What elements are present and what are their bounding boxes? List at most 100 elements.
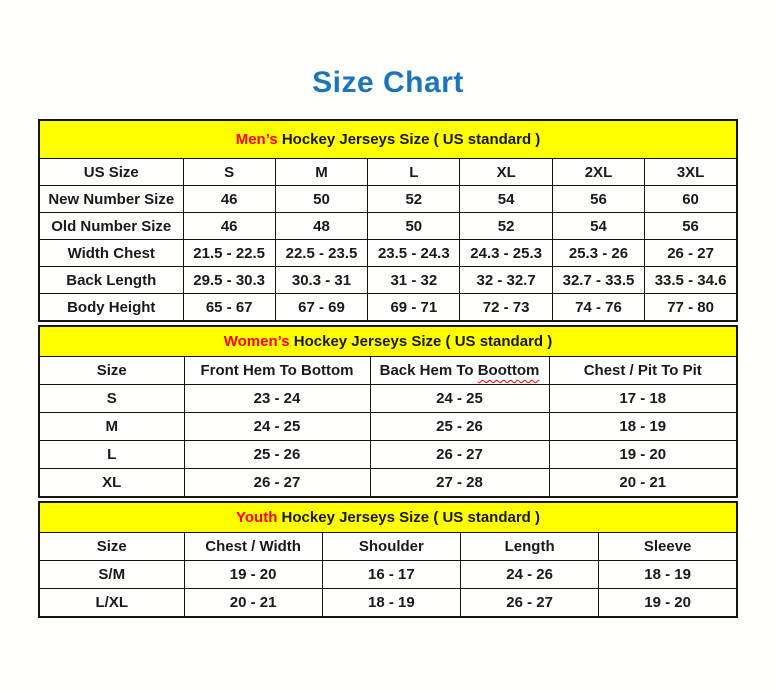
row-label: Width Chest [38, 239, 184, 267]
mens-table-banner: Men’s Hockey Jerseys Size ( US standard … [38, 119, 738, 159]
table-cell: 17 - 18 [548, 384, 738, 413]
table-cell: 60 [644, 185, 738, 213]
table-cell: 26 - 27 [459, 588, 600, 618]
row-label: Body Height [38, 293, 184, 322]
column-header: Sleeve [598, 532, 738, 561]
row-label: L [38, 440, 185, 469]
table-cell: 46 [182, 185, 276, 213]
table-cell: 24.3 - 25.3 [459, 239, 553, 267]
table-cell: 20 - 21 [183, 588, 323, 618]
row-label: Old Number Size [38, 212, 184, 240]
table-cell: 56 [644, 212, 738, 240]
table-row: S 23 - 24 24 - 25 17 - 18 [38, 384, 738, 413]
womens-banner-highlight: Women’s [223, 333, 290, 350]
table-cell: 16 - 17 [321, 560, 462, 589]
table-cell: 25 - 26 [183, 440, 371, 469]
spellcheck-squiggle-word: Boottom [477, 362, 540, 379]
column-header: Chest / Pit To Pit [548, 356, 738, 385]
table-row: Width Chest 21.5 - 22.5 22.5 - 23.5 23.5… [38, 239, 738, 267]
column-header: Size [38, 356, 185, 385]
youth-size-table: Youth Hockey Jerseys Size ( US standard … [38, 501, 738, 618]
table-cell: 19 - 20 [548, 440, 738, 469]
table-cell: 30.3 - 31 [274, 266, 369, 294]
table-cell: 18 - 19 [548, 412, 738, 441]
table-cell: 48 [274, 212, 369, 240]
table-cell: 74 - 76 [551, 293, 646, 322]
table-cell: 69 - 71 [367, 293, 461, 322]
mens-banner-highlight: Men’s [235, 131, 278, 148]
table-row: XL 26 - 27 27 - 28 20 - 21 [38, 468, 738, 498]
table-cell: 33.5 - 34.6 [644, 266, 738, 294]
table-row: L 25 - 26 26 - 27 19 - 20 [38, 440, 738, 469]
table-cell: 50 [274, 185, 369, 213]
table-cell: 54 [459, 185, 553, 213]
womens-column-header-row: Size Front Hem To Bottom Back Hem To Boo… [38, 356, 738, 385]
table-cell: 26 - 27 [644, 239, 738, 267]
column-header: L [367, 158, 461, 186]
youth-column-header-row: Size Chest / Width Shoulder Length Sleev… [38, 532, 738, 561]
table-cell: 77 - 80 [644, 293, 738, 322]
table-cell: 52 [367, 185, 461, 213]
column-header: US Size [38, 158, 184, 186]
table-row: Back Length 29.5 - 30.3 30.3 - 31 31 - 3… [38, 266, 738, 294]
column-header: Shoulder [321, 532, 462, 561]
column-header: Front Hem To Bottom [183, 356, 371, 385]
table-cell: 46 [182, 212, 276, 240]
row-label: S [38, 384, 185, 413]
mens-size-table: Men’s Hockey Jerseys Size ( US standard … [38, 119, 738, 322]
table-cell: 65 - 67 [182, 293, 276, 322]
back-hem-prefix: Back Hem To [379, 362, 478, 379]
table-row: M 24 - 25 25 - 26 18 - 19 [38, 412, 738, 441]
table-cell: 24 - 25 [183, 412, 371, 441]
table-cell: 24 - 26 [459, 560, 600, 589]
table-cell: 26 - 27 [369, 440, 550, 469]
table-row: S/M 19 - 20 16 - 17 24 - 26 18 - 19 [38, 560, 738, 589]
row-label: M [38, 412, 185, 441]
youth-banner-row: Youth Hockey Jerseys Size ( US standard … [38, 501, 738, 533]
youth-table-banner: Youth Hockey Jerseys Size ( US standard … [38, 501, 738, 533]
table-cell: 54 [551, 212, 646, 240]
table-cell: 19 - 20 [598, 588, 738, 618]
column-header: Size [38, 532, 185, 561]
row-label: New Number Size [38, 185, 184, 213]
table-cell: 26 - 27 [183, 468, 371, 498]
table-cell: 21.5 - 22.5 [182, 239, 276, 267]
row-label: S/M [38, 560, 185, 589]
table-cell: 18 - 19 [321, 588, 462, 618]
mens-column-header-row: US Size S M L XL 2XL 3XL [38, 158, 738, 186]
table-cell: 25 - 26 [369, 412, 550, 441]
row-label: Back Length [38, 266, 184, 294]
table-row: New Number Size 46 50 52 54 56 60 [38, 185, 738, 213]
youth-banner-rest: Hockey Jerseys Size ( US standard ) [277, 509, 540, 526]
table-cell: 27 - 28 [369, 468, 550, 498]
tables-container: Men’s Hockey Jerseys Size ( US standard … [38, 119, 738, 618]
table-cell: 23.5 - 24.3 [367, 239, 461, 267]
table-row: Body Height 65 - 67 67 - 69 69 - 71 72 -… [38, 293, 738, 322]
row-label: L/XL [38, 588, 185, 618]
column-header: Chest / Width [183, 532, 323, 561]
table-row: L/XL 20 - 21 18 - 19 26 - 27 19 - 20 [38, 588, 738, 618]
mens-banner-rest: Hockey Jerseys Size ( US standard ) [277, 131, 541, 148]
table-cell: 24 - 25 [369, 384, 550, 413]
table-cell: 25.3 - 26 [551, 239, 646, 267]
womens-banner-row: Women’s Hockey Jerseys Size ( US standar… [38, 325, 738, 357]
table-cell: 32.7 - 33.5 [551, 266, 646, 294]
table-cell: 22.5 - 23.5 [274, 239, 369, 267]
womens-banner-rest: Hockey Jerseys Size ( US standard ) [289, 333, 553, 350]
table-cell: 72 - 73 [459, 293, 553, 322]
table-cell: 18 - 19 [598, 560, 738, 589]
table-cell: 23 - 24 [183, 384, 371, 413]
column-header: XL [459, 158, 553, 186]
table-cell: 56 [551, 185, 646, 213]
column-header: S [182, 158, 276, 186]
column-header: 2XL [551, 158, 646, 186]
table-cell: 52 [459, 212, 553, 240]
mens-banner-row: Men’s Hockey Jerseys Size ( US standard … [38, 119, 738, 159]
table-cell: 32 - 32.7 [459, 266, 553, 294]
table-cell: 29.5 - 30.3 [182, 266, 276, 294]
page-title: Size Chart [312, 66, 464, 99]
table-cell: 31 - 32 [367, 266, 461, 294]
table-cell: 67 - 69 [274, 293, 369, 322]
table-cell: 20 - 21 [548, 468, 738, 498]
